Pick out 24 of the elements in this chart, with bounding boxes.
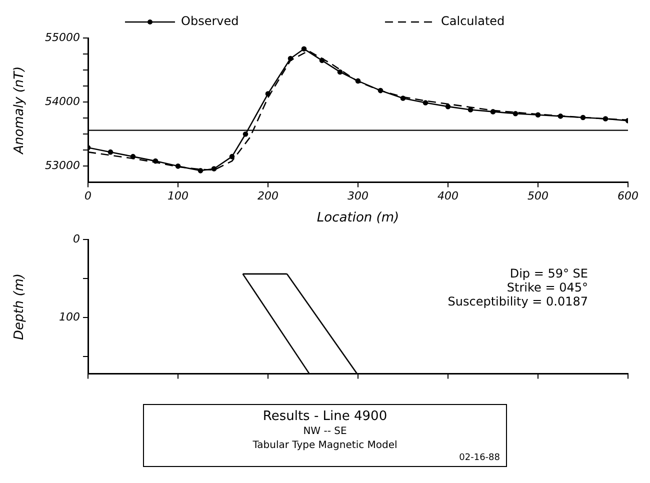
text: Tabular Type Magnetic Model xyxy=(252,439,398,453)
y-tick-label: 53000 xyxy=(45,159,80,172)
legend-label: Observed xyxy=(181,14,239,28)
annotation: Strike = 045° xyxy=(506,280,588,295)
x-tick-label: 400 xyxy=(438,190,458,203)
y-tick-label: 0 xyxy=(73,232,80,246)
annotation: Dip = 59° SE xyxy=(510,266,588,281)
legend-label: Calculated xyxy=(441,14,505,28)
y-tick-label: 55000 xyxy=(45,30,80,44)
x-tick-label: 300 xyxy=(348,190,368,203)
x-axis-title: Location (m) xyxy=(316,210,400,226)
x-tick-label: 0 xyxy=(84,190,92,203)
x-tick-label: 200 xyxy=(258,190,278,203)
y-tick-label: 54000 xyxy=(45,94,80,108)
x-tick-label: 600 xyxy=(618,190,638,203)
text: NW -- SE xyxy=(302,425,348,439)
x-tick-label: 100 xyxy=(168,190,188,203)
text: 02-16-88 xyxy=(458,453,500,463)
text: Results - Line 4900 xyxy=(262,408,388,425)
annotation: Susceptibility = 0.0187 xyxy=(448,294,588,309)
y-tick-label: 100 xyxy=(59,310,80,324)
y-axis-title: Depth (m) xyxy=(12,273,28,340)
y-axis-title: Anomaly (nT) xyxy=(12,66,28,155)
x-tick-label: 500 xyxy=(528,190,548,203)
